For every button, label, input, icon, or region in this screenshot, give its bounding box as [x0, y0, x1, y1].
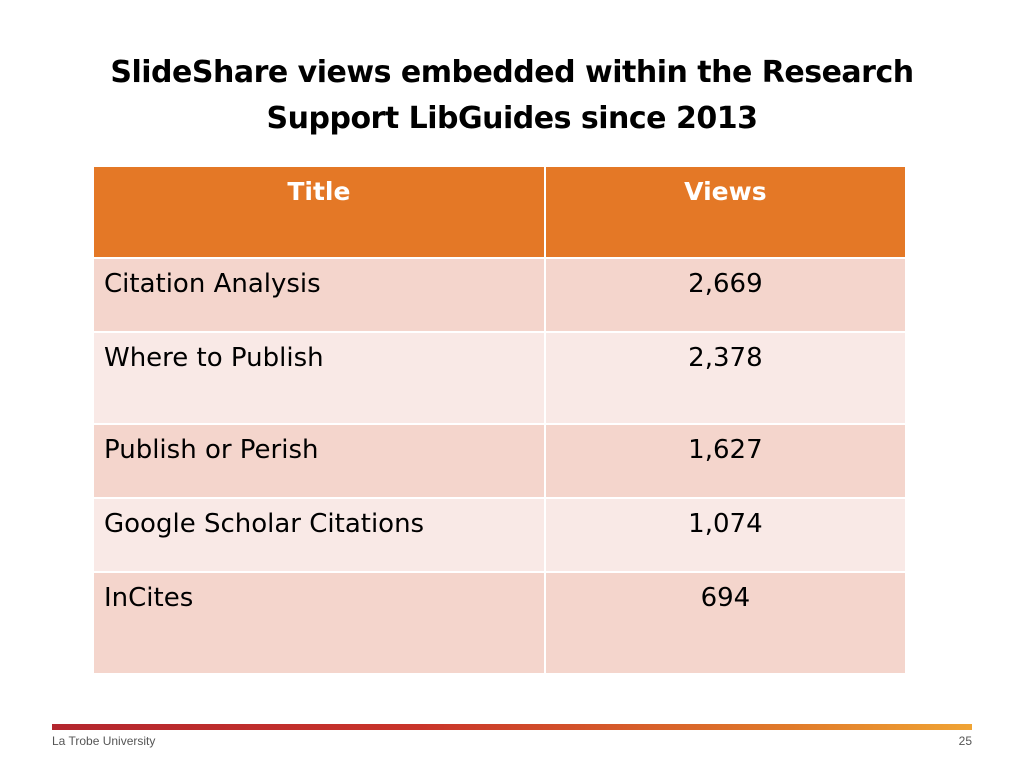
table-header-row: Title Views — [92, 165, 908, 259]
row-views-cell: 694 — [543, 571, 908, 675]
row-title-cell: Citation Analysis — [92, 257, 546, 333]
row-title-cell: Where to Publish — [92, 331, 546, 425]
row-title-cell: Google Scholar Citations — [92, 497, 546, 573]
row-title-cell: Publish or Perish — [92, 423, 546, 499]
row-views-cell: 1,627 — [543, 423, 908, 499]
table-row: InCites 694 — [92, 571, 908, 675]
page-number: 25 — [958, 734, 972, 748]
footer-organization: La Trobe University — [52, 734, 156, 748]
slide-title: SlideShare views embedded within the Res… — [110, 55, 914, 136]
row-title-cell: InCites — [92, 571, 546, 675]
row-views-cell: 1,074 — [543, 497, 908, 573]
row-views-cell: 2,378 — [543, 331, 908, 425]
table-row: Citation Analysis 2,669 — [92, 257, 908, 333]
column-header-title: Title — [92, 165, 546, 259]
views-table: Title Views Citation Analysis 2,669 Wher… — [92, 165, 908, 675]
footer-divider — [52, 724, 972, 730]
table-row: Publish or Perish 1,627 — [92, 423, 908, 499]
table-row: Where to Publish 2,378 — [92, 331, 908, 425]
table-row: Google Scholar Citations 1,074 — [92, 497, 908, 573]
row-views-cell: 2,669 — [543, 257, 908, 333]
column-header-views: Views — [543, 165, 908, 259]
